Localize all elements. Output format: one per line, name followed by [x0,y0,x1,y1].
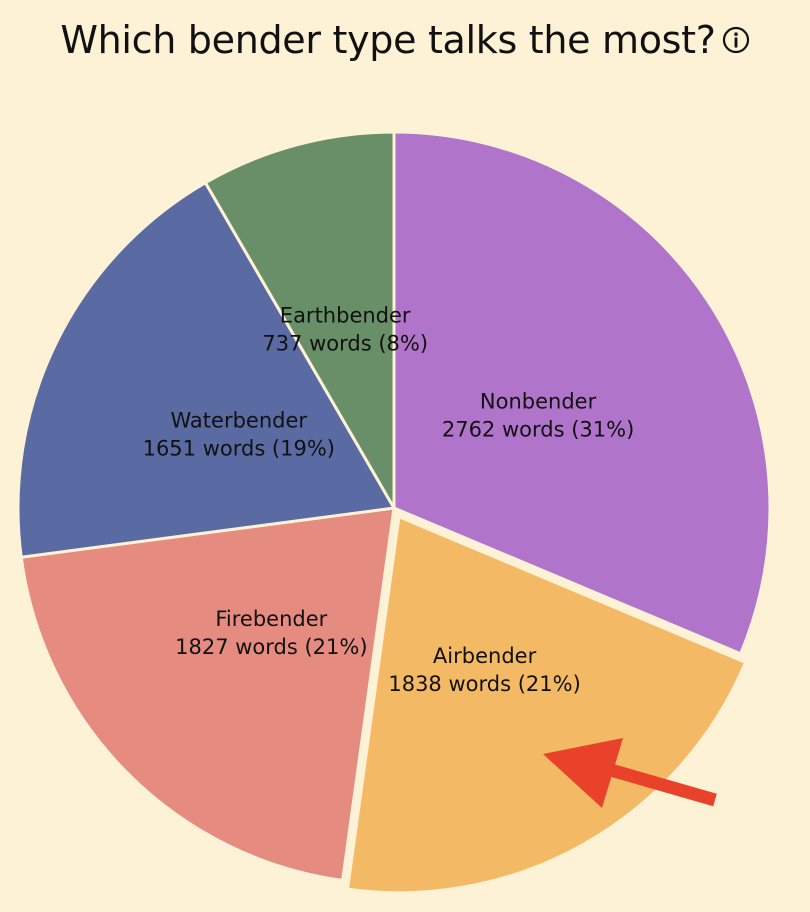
slice-label-waterbender: Waterbender [171,409,308,433]
slice-label-airbender: Airbender [433,644,537,668]
pie-slices [16,130,772,895]
arrow-head [543,738,623,808]
slice-nonbender[interactable] [392,130,772,656]
arrow-annotation [543,738,717,808]
pie-labels: Nonbender 2762 words (31%) Airbender 1838 w… [143,303,635,696]
slice-label-firebender: Firebender [215,607,327,631]
slice-value-firebender: 1827 words (21%) [175,635,367,659]
slice-label-earthbender: Earthbender [280,303,411,327]
slice-value-nonbender: 2762 words (31%) [442,417,634,441]
slice-waterbender[interactable] [16,180,397,559]
slice-value-waterbender: 1651 words (19%) [143,437,335,461]
slice-earthbender[interactable] [203,130,396,514]
slice-value-earthbender: 737 words (8%) [262,331,428,355]
info-circle-icon[interactable] [722,26,750,54]
slice-value-airbender: 1838 words (21%) [388,672,580,696]
chart-title: Which bender type talks the most? [60,18,716,62]
slice-label-nonbender: Nonbender [480,389,597,413]
slice-airbender[interactable] [345,514,748,895]
slice-firebender[interactable] [19,506,396,883]
chart-title-row: Which bender type talks the most? [0,18,810,62]
